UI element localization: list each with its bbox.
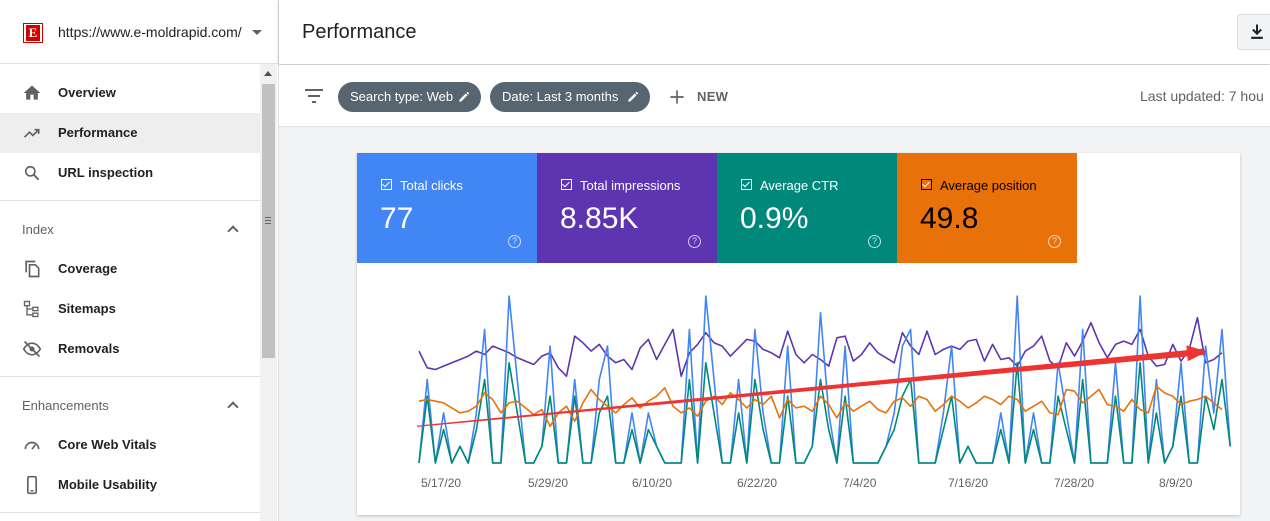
phone-icon [27, 475, 37, 495]
sidebar-scrollbar[interactable] [260, 64, 277, 521]
property-url: https://www.e-moldrapid.com/ [58, 24, 242, 40]
download-icon [1251, 24, 1263, 39]
metric-card-total-clicks[interactable]: Total clicks 77 ? [357, 153, 537, 263]
x-tick-label: 6/22/20 [737, 476, 777, 490]
x-tick-label: 7/4/20 [843, 476, 877, 490]
logo-letter: E [26, 25, 40, 41]
scroll-up-arrow-icon[interactable] [264, 71, 272, 76]
filter-chip-date[interactable]: Date: Last 3 months [490, 82, 650, 112]
scrollbar-thumb[interactable] [262, 84, 275, 358]
metric-value: 49.8 [920, 202, 979, 235]
nav-item-label: URL inspection [58, 165, 154, 180]
download-button[interactable] [1237, 14, 1270, 50]
nav-item-label: Performance [58, 125, 138, 140]
metric-label: Average CTR [760, 178, 839, 193]
x-tick-label: 7/28/20 [1054, 476, 1094, 490]
edit-pencil-icon [628, 91, 639, 102]
divider [0, 512, 260, 513]
nav-item-mobile-usability[interactable]: Mobile Usability [0, 465, 260, 505]
nav-item-performance[interactable]: Performance [0, 113, 260, 153]
metric-card-average-position[interactable]: Average position 49.8 ? [897, 153, 1077, 263]
filter-bar: Search type: Web Date: Last 3 months NEW… [279, 65, 1270, 127]
chip-label: Date: Last 3 months [502, 89, 619, 104]
nav-item-label: Coverage [58, 261, 118, 276]
series-line-ctr [418, 362, 1231, 464]
trend-arrow-annotation [416, 348, 1204, 427]
chevron-up-icon[interactable] [227, 225, 239, 237]
nav-item-label: Removals [58, 341, 120, 356]
section-title-enhancements: Enhancements [22, 398, 109, 413]
home-icon [23, 85, 41, 100]
metric-value: 0.9% [740, 202, 809, 235]
page-title: Performance [302, 21, 417, 43]
nav-item-core-web-vitals[interactable]: Core Web Vitals [0, 425, 260, 465]
checkbox-checked-icon[interactable] [921, 179, 932, 190]
dropdown-caret-icon[interactable] [252, 30, 262, 35]
nav-item-label: Overview [58, 85, 116, 100]
checkbox-checked-icon[interactable] [381, 179, 392, 190]
scrollbar-grip-icon [265, 217, 271, 218]
x-tick-label: 8/9/20 [1159, 476, 1193, 490]
nav-item-label: Core Web Vitals [58, 437, 157, 452]
nav-item-url-inspection[interactable]: URL inspection [0, 153, 260, 193]
visibility-off-icon [22, 340, 42, 358]
trending-up-icon [23, 128, 40, 138]
help-icon[interactable]: ? [1048, 235, 1061, 248]
checkbox-checked-icon[interactable] [741, 179, 752, 190]
metric-value: 77 [380, 202, 414, 235]
file-copy-icon [25, 260, 40, 278]
nav-item-removals[interactable]: Removals [0, 329, 260, 369]
divider [0, 200, 260, 201]
nav-item-label: Sitemaps [58, 301, 116, 316]
checkbox-checked-icon[interactable] [561, 179, 572, 190]
metric-label: Total impressions [580, 178, 681, 193]
filter-chip-search-type[interactable]: Search type: Web [338, 82, 481, 112]
series-line-position [418, 385, 1223, 428]
nav-item-overview[interactable]: Overview [0, 73, 260, 113]
chevron-up-icon[interactable] [227, 401, 239, 413]
top-header: Performance [279, 0, 1270, 64]
series-line-impressions [418, 316, 1223, 377]
divider [0, 376, 260, 377]
performance-line-chart: 5/17/20 5/29/20 6/10/20 6/22/20 7/4/20 7/16/2… [416, 295, 1231, 490]
nav-item-label: Mobile Usability [58, 477, 157, 492]
trend-arrow-head-icon [1186, 345, 1207, 362]
x-tick-label: 7/16/20 [948, 476, 988, 490]
nav-item-sitemaps[interactable]: Sitemaps [0, 289, 260, 329]
chip-label: Search type: Web [350, 89, 454, 104]
x-tick-label: 6/10/20 [632, 476, 672, 490]
metric-label: Total clicks [400, 178, 463, 193]
metric-card-total-impressions[interactable]: Total impressions 8.85K ? [537, 153, 717, 263]
series-line-clicks [418, 295, 1231, 464]
last-updated-text: Last updated: 7 hou [1140, 88, 1264, 104]
x-tick-label: 5/29/20 [528, 476, 568, 490]
property-selector[interactable]: E https://www.e-moldrapid.com/ [0, 0, 278, 64]
metric-label: Average position [940, 178, 1037, 193]
sitemap-icon [23, 300, 39, 318]
metric-card-average-ctr[interactable]: Average CTR 0.9% ? [717, 153, 897, 263]
speed-gauge-icon [24, 441, 40, 450]
sidebar: E https://www.e-moldrapid.com/ Overview … [0, 0, 279, 521]
new-filter-label: NEW [697, 89, 729, 104]
performance-card: Total clicks 77 ? Total impressions 8.85… [357, 153, 1240, 515]
site-logo: E [23, 23, 43, 43]
help-icon[interactable]: ? [688, 235, 701, 248]
x-tick-label: 5/17/20 [421, 476, 461, 490]
metric-value: 8.85K [560, 202, 639, 235]
filter-icon[interactable] [302, 84, 326, 108]
edit-pencil-icon [459, 91, 470, 102]
plus-icon [670, 90, 684, 104]
help-icon[interactable]: ? [508, 235, 521, 248]
help-icon[interactable]: ? [868, 235, 881, 248]
search-icon [24, 165, 40, 181]
section-title-index: Index [22, 222, 54, 237]
nav-item-coverage[interactable]: Coverage [0, 249, 260, 289]
